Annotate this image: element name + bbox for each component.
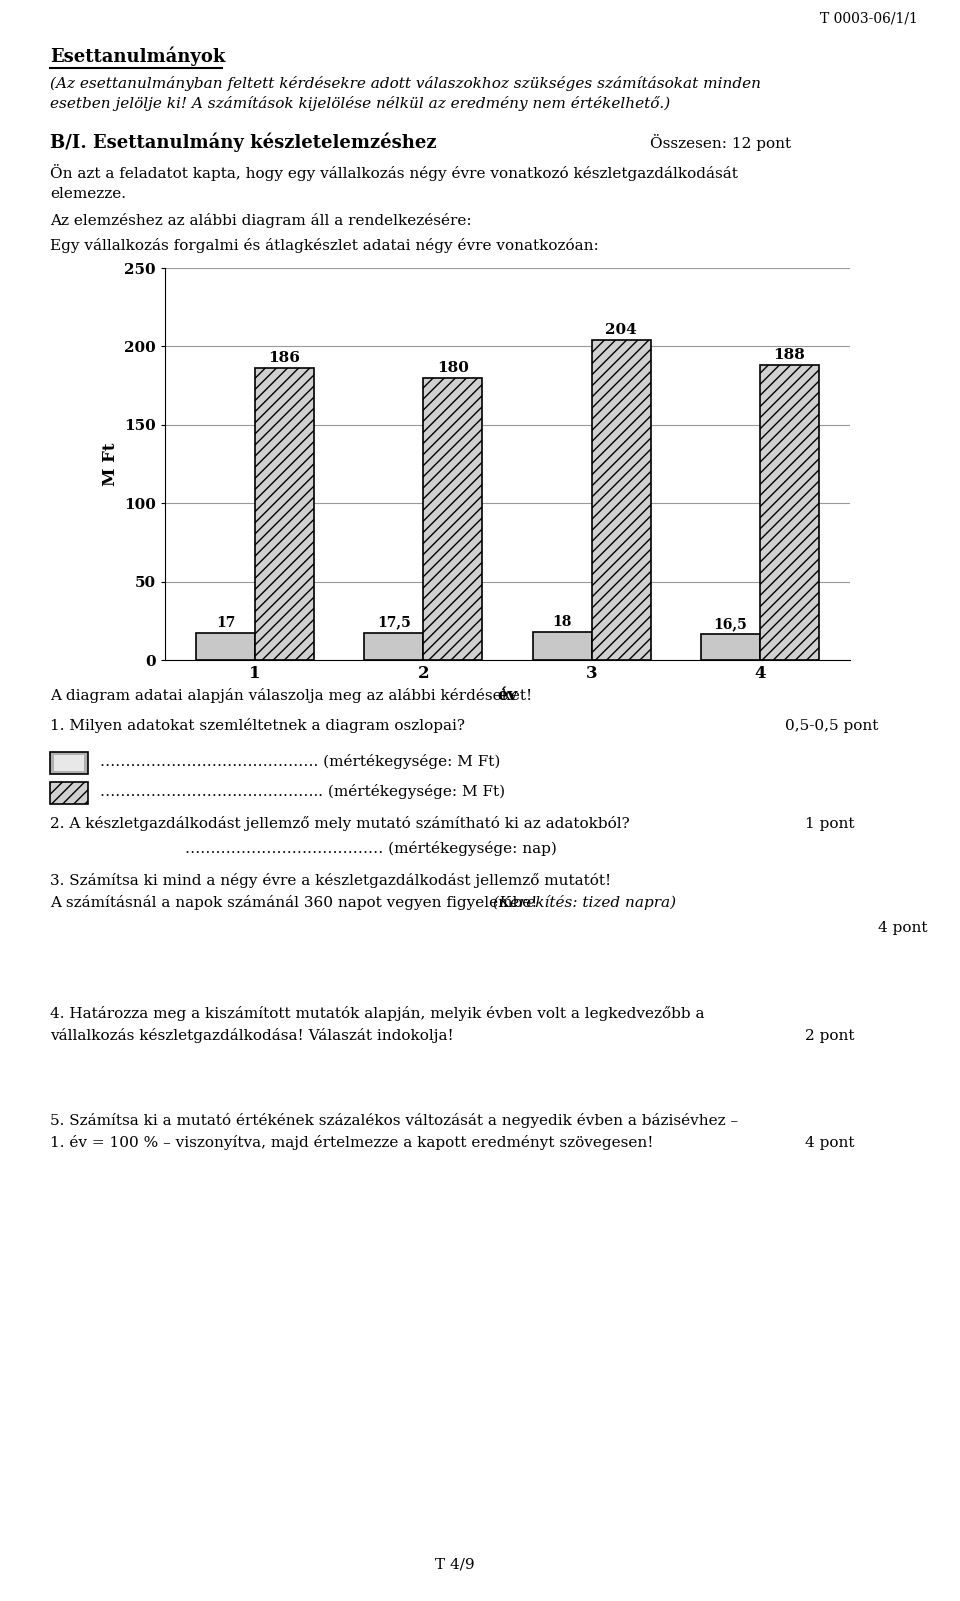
- Text: 5. Számítsa ki a mutató értékének százalékos változását a negyedik évben a bázis: 5. Számítsa ki a mutató értékének százal…: [50, 1113, 738, 1129]
- Bar: [365, 632, 423, 660]
- Text: …………………………………….. (mértékegysége: M Ft): …………………………………….. (mértékegysége: M Ft): [100, 784, 505, 799]
- Text: B/I. Esettanulmány készletelemzéshez: B/I. Esettanulmány készletelemzéshez: [50, 133, 437, 152]
- Bar: [196, 634, 255, 660]
- Text: 180: 180: [437, 360, 468, 375]
- Text: 3. Számítsa ki mind a négy évre a készletgazdálkodást jellemző mutatót!: 3. Számítsa ki mind a négy évre a készle…: [50, 873, 612, 889]
- Text: A diagram adatai alapján válaszolja meg az alábbi kérdéseket!: A diagram adatai alapján válaszolja meg …: [50, 688, 532, 703]
- Text: 4. Határozza meg a kiszámított mutatók alapján, melyik évben volt a legkedvezőbb: 4. Határozza meg a kiszámított mutatók a…: [50, 1005, 705, 1021]
- Text: 17: 17: [216, 616, 235, 631]
- Text: 204: 204: [605, 323, 637, 336]
- Text: 1 pont: 1 pont: [805, 817, 854, 831]
- Text: 186: 186: [269, 351, 300, 365]
- FancyBboxPatch shape: [50, 781, 88, 804]
- Text: elemezze.: elemezze.: [50, 187, 126, 202]
- Text: T 0003-06/1/1: T 0003-06/1/1: [820, 11, 918, 26]
- Text: Az elemzéshez az alábbi diagram áll a rendelkezésére:: Az elemzéshez az alábbi diagram áll a re…: [50, 213, 471, 227]
- Text: (Az esettanulmányban feltett kérdésekre adott válaszokhoz szükséges számításokat: (Az esettanulmányban feltett kérdésekre …: [50, 75, 761, 91]
- Text: 18: 18: [553, 615, 572, 629]
- Bar: [760, 365, 819, 660]
- Text: 2. A készletgazdálkodást jellemző mely mutató számítható ki az adatokból?: 2. A készletgazdálkodást jellemző mely m…: [50, 817, 630, 831]
- Text: ……………………………………. (mértékegysége: M Ft): ……………………………………. (mértékegysége: M Ft): [100, 754, 500, 768]
- Text: ………………………………… (mértékegysége: nap): ………………………………… (mértékegysége: nap): [185, 841, 557, 857]
- FancyBboxPatch shape: [50, 752, 88, 773]
- Text: 4 pont: 4 pont: [805, 1137, 854, 1150]
- Text: T 4/9: T 4/9: [435, 1558, 474, 1571]
- Text: 4 pont: 4 pont: [878, 921, 927, 935]
- Text: esetben jelölje ki! A számítások kijelölése nélkül az eredmény nem értékelhető.): esetben jelölje ki! A számítások kijelöl…: [50, 96, 670, 110]
- Bar: [423, 378, 482, 660]
- FancyBboxPatch shape: [54, 756, 84, 772]
- Text: Összesen: 12 pont: Összesen: 12 pont: [650, 134, 791, 150]
- Text: (Kerekítés: tized napra): (Kerekítés: tized napra): [493, 895, 676, 909]
- Bar: [533, 632, 591, 660]
- Text: 0,5-0,5 pont: 0,5-0,5 pont: [785, 719, 878, 733]
- X-axis label: év: év: [497, 687, 517, 704]
- Text: Ön azt a feladatot kapta, hogy egy vállalkozás négy évre vonatkozó készletgazdál: Ön azt a feladatot kapta, hogy egy válla…: [50, 163, 738, 181]
- Text: Egy vállalkozás forgalmi és átlagkészlet adatai négy évre vonatkozóan:: Egy vállalkozás forgalmi és átlagkészlet…: [50, 239, 599, 253]
- Bar: [591, 339, 651, 660]
- Text: Esettanulmányok: Esettanulmányok: [50, 46, 226, 66]
- Text: 1. Milyen adatokat szemléltetnek a diagram oszlopai?: 1. Milyen adatokat szemléltetnek a diagr…: [50, 717, 465, 733]
- Text: vállalkozás készletgazdálkodása! Válaszát indokolja!: vállalkozás készletgazdálkodása! Válaszá…: [50, 1028, 454, 1042]
- Bar: [255, 368, 314, 660]
- Text: 2 pont: 2 pont: [805, 1029, 854, 1042]
- Text: 16,5: 16,5: [713, 616, 748, 631]
- Text: 188: 188: [774, 347, 805, 362]
- Y-axis label: M Ft: M Ft: [102, 442, 118, 485]
- Bar: [701, 634, 760, 660]
- Text: A számításnál a napok számánál 360 napot vegyen figyelembe!: A számításnál a napok számánál 360 napot…: [50, 895, 542, 909]
- Text: 1. év = 100 % – viszonyítva, majd értelmezze a kapott eredményt szövegesen!: 1. év = 100 % – viszonyítva, majd értelm…: [50, 1135, 654, 1150]
- Text: 17,5: 17,5: [377, 615, 411, 629]
